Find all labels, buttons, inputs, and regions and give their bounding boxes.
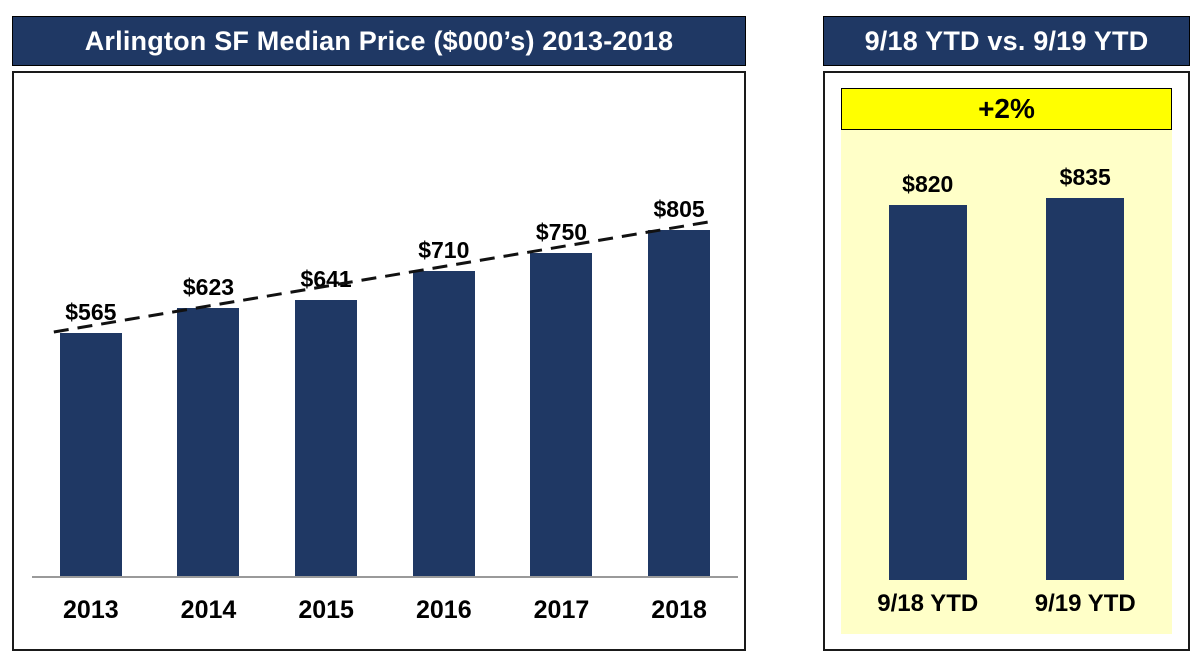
bar-value-label-2018: $805: [653, 196, 705, 222]
x-label-2018: 2018: [651, 596, 707, 624]
bar-value-label-2015: $641: [300, 266, 352, 292]
bar-value-label-9/18 YTD: $820: [902, 171, 954, 197]
bar-value-label-2013: $565: [65, 299, 117, 325]
median-price-x-axis-labels: 2013 2014 2015 2016 2017 2018: [32, 578, 738, 625]
bar-2013: [59, 333, 122, 576]
bar-value-label-9/19 YTD: $835: [1059, 164, 1111, 190]
ytd-bars: $820 $835: [841, 130, 1172, 580]
x-label-2016: 2016: [415, 596, 472, 624]
bar-2015: [295, 300, 358, 576]
x-label-2015: 2015: [298, 596, 354, 624]
median-price-plot-area: $565 $623 $641 $710 $750 $805: [32, 73, 738, 576]
ytd-comparison-title: 9/18 YTD vs. 9/19 YTD: [823, 16, 1190, 66]
median-price-chart-panel: Arlington SF Median Price ($000’s) 2013-…: [12, 16, 746, 651]
bar-value-label-2016: $710: [418, 237, 470, 263]
bar-column-2013: $565: [41, 299, 141, 576]
x-label-9/18 YTD: 9/18 YTD: [877, 590, 979, 617]
bar-9/18 YTD: [888, 205, 967, 580]
bar-column-2016: $710: [394, 237, 494, 576]
bar-column-9/19 YTD: $835: [1015, 164, 1155, 580]
bar-2017: [530, 253, 593, 576]
ytd-comparison-box: +2% $820 $835 9/18 YTD 9/19 YTD: [823, 71, 1190, 651]
bar-column-9/18 YTD: $820: [858, 171, 998, 580]
bar-column-2017: $750: [511, 219, 611, 576]
bar-2016: [412, 271, 475, 576]
bar-column-2018: $805: [629, 196, 729, 576]
x-label-9/19 YTD: 9/19 YTD: [1034, 590, 1136, 617]
bar-value-label-2017: $750: [535, 219, 588, 245]
bar-value-label-2014: $623: [182, 274, 235, 300]
median-price-bars: $565 $623 $641 $710 $750 $805: [32, 73, 738, 576]
x-axis-line: [32, 576, 738, 578]
x-label-2014: 2014: [180, 596, 237, 624]
ytd-comparison-panel: 9/18 YTD vs. 9/19 YTD +2% $820 $835 9/18 …: [823, 16, 1190, 651]
ytd-x-axis-labels: 9/18 YTD 9/19 YTD: [841, 580, 1172, 634]
median-price-chart-title: Arlington SF Median Price ($000’s) 2013-…: [12, 16, 746, 66]
bar-9/19 YTD: [1046, 198, 1125, 580]
bar-2018: [648, 230, 711, 576]
median-price-chart-box: $565 $623 $641 $710 $750 $805 2013 2014 2015 201…: [12, 71, 746, 651]
bar-2014: [177, 308, 240, 576]
percent-change-badge: +2%: [841, 88, 1172, 130]
x-label-2013: 2013: [63, 596, 119, 624]
ytd-plot-background: +2% $820 $835 9/18 YTD 9/19 YTD: [841, 88, 1172, 634]
bar-column-2014: $623: [158, 274, 258, 576]
bar-column-2015: $641: [276, 266, 376, 576]
x-label-2017: 2017: [533, 596, 590, 624]
